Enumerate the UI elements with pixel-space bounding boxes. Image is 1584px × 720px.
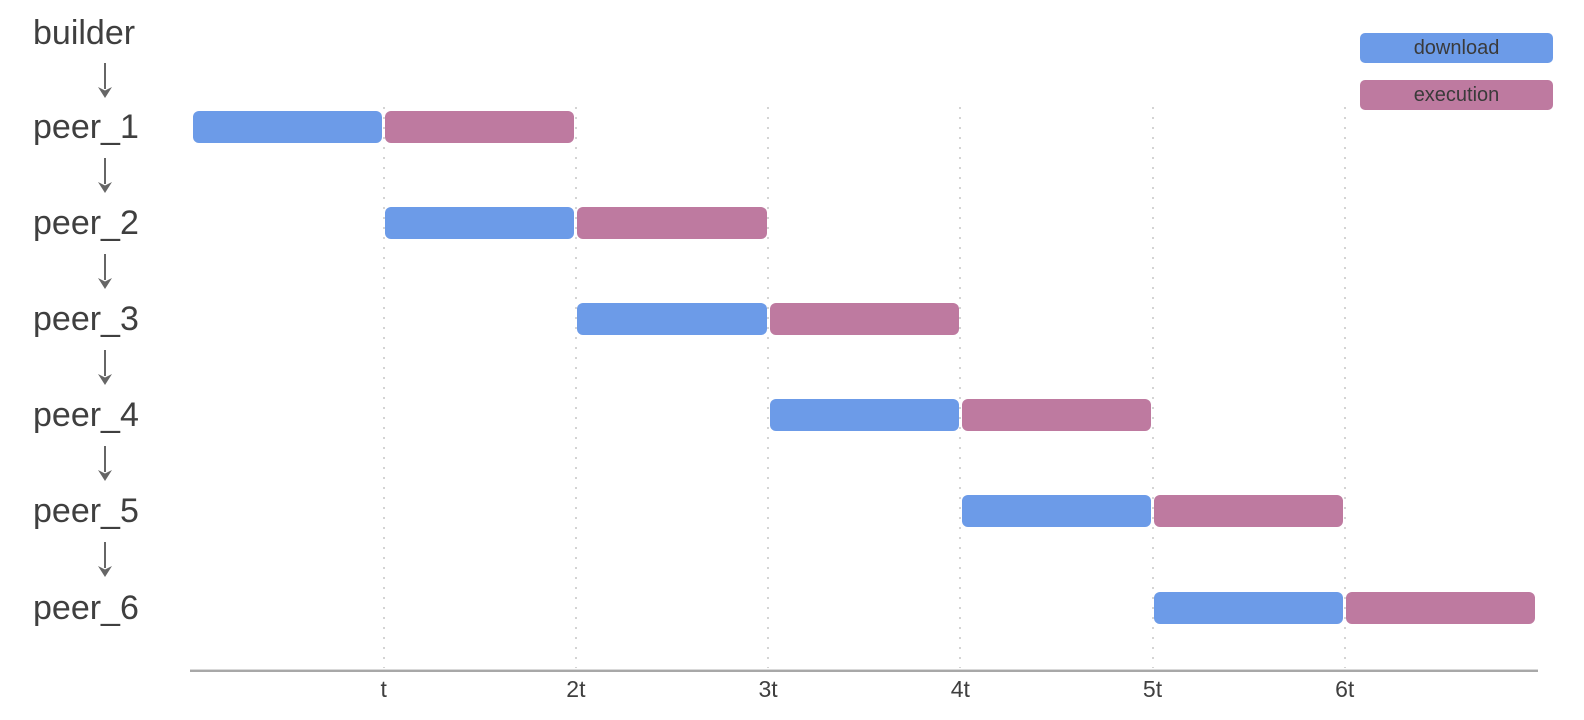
x-tick-5t: 5t [1142, 676, 1163, 702]
bar-peer_2-download [385, 207, 575, 240]
arrow-peer_3-to-peer_4 [94, 349, 116, 386]
bar-peer_1-download [193, 111, 383, 143]
gridline-4t [959, 107, 962, 668]
x-axis-line [190, 670, 1538, 672]
row-label-peer_3: peer_3 [33, 300, 139, 339]
bar-peer_5-download [961, 495, 1151, 528]
bar-peer_5-execution [1154, 495, 1344, 528]
x-tick-t: t [380, 676, 387, 702]
arrow-peer_4-to-peer_5 [94, 445, 116, 482]
arrow-peer_1-to-peer_2 [94, 157, 116, 194]
gridline-2t [574, 107, 577, 668]
gridline-3t [767, 107, 770, 668]
legend: download execution [1360, 33, 1553, 127]
bar-peer_4-execution [961, 399, 1151, 432]
arrow-peer_2-to-peer_3 [94, 253, 116, 290]
x-tick-4t: 4t [950, 676, 970, 702]
legend-item-download: download [1360, 33, 1553, 63]
bar-peer_1-execution [385, 111, 575, 143]
arrow-builder-to-peer_1 [94, 62, 116, 99]
row-label-peer_5: peer_5 [33, 492, 139, 531]
bar-peer_3-execution [769, 303, 959, 336]
bar-peer_3-download [577, 303, 767, 336]
x-tick-2t: 2t [566, 676, 586, 702]
gridline-5t [1151, 107, 1154, 668]
legend-item-execution: execution [1360, 80, 1553, 110]
gridline-t [382, 107, 385, 668]
x-tick-6t: 6t [1335, 676, 1355, 702]
row-label-peer_1: peer_1 [33, 108, 139, 146]
row-label-peer_6: peer_6 [33, 588, 139, 627]
row-label-peer_4: peer_4 [33, 396, 139, 435]
bar-peer_6-execution [1346, 591, 1536, 624]
row-label-builder: builder [33, 14, 136, 52]
x-tick-3t: 3t [758, 676, 778, 702]
bar-peer_6-download [1154, 591, 1344, 624]
bar-peer_4-download [769, 399, 959, 432]
gridline-6t [1343, 107, 1346, 668]
bar-peer_2-execution [577, 207, 767, 240]
row-label-peer_2: peer_2 [33, 204, 139, 243]
arrow-peer_5-to-peer_6 [94, 541, 116, 578]
